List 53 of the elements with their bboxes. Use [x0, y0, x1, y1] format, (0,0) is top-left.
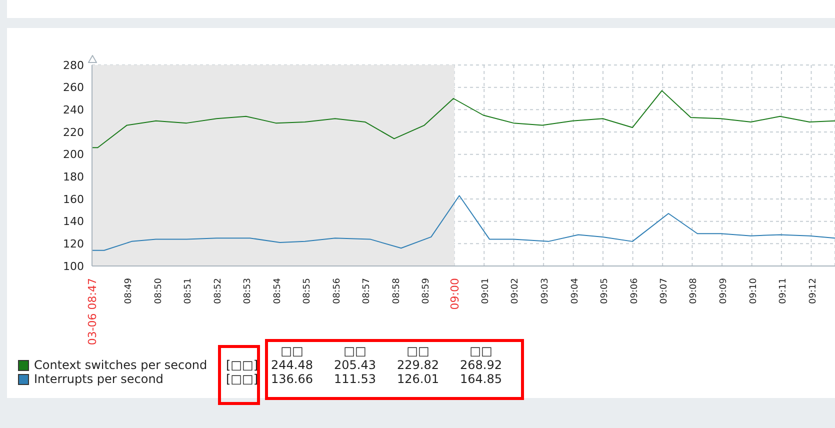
y-tick-label: 160: [63, 192, 84, 206]
x-tick-label: 09:10: [748, 278, 759, 304]
x-tick-label: 09:06: [630, 278, 640, 304]
line-series: [92, 195, 835, 251]
x-tick-label: 09:02: [510, 278, 521, 304]
legend-label: Context switches per second: [34, 358, 208, 372]
y-tick-label: 100: [63, 260, 84, 273]
text: 205.43: [333, 358, 377, 372]
y-tick-label: 120: [63, 238, 84, 251]
x-tick-label: 08:54: [272, 278, 283, 304]
text: 126.01: [396, 372, 440, 386]
text: □□: [468, 344, 494, 358]
x-tick-label: 08:58: [392, 278, 402, 304]
legend-label: Interrupts per second: [34, 372, 164, 386]
x-tick-label: 08:50: [154, 278, 164, 304]
x-tick-label: 09:08: [689, 278, 700, 304]
x-tick-label: 09:01: [481, 278, 492, 304]
x-tick-label: 03-06 08:47: [86, 278, 99, 346]
x-tick-label: 09:09: [719, 278, 730, 304]
y-tick-label: 280: [63, 58, 84, 72]
x-tick-label: 09:12: [808, 278, 818, 304]
y-tick-label: 180: [63, 170, 84, 184]
x-tick-label: 08:53: [243, 278, 254, 304]
x-tick-label: 08:57: [362, 278, 372, 304]
text: [□□]: [226, 372, 258, 386]
x-tick-label: 08:59: [422, 278, 432, 304]
text: 229.82: [396, 358, 440, 372]
text: □□: [342, 344, 368, 358]
text: 136.66: [270, 372, 314, 386]
text: 111.53: [333, 372, 377, 386]
x-tick-label: 09:04: [570, 278, 580, 304]
x-tick-label: 09:00: [448, 278, 462, 310]
text: □□: [280, 344, 304, 358]
line-series: [92, 90, 835, 148]
y-tick-label: 220: [63, 126, 84, 139]
text: 244.48: [270, 358, 314, 372]
text: 268.92: [459, 358, 503, 372]
x-tick-label: 08:56: [332, 278, 342, 304]
x-tick-label: 09:11: [778, 278, 788, 304]
x-tick-label: 09:07: [660, 278, 670, 304]
x-tick-label: 09:05: [600, 278, 610, 304]
text: [□□]: [226, 358, 258, 372]
x-tick-label: 09:03: [540, 278, 551, 304]
text: □□: [406, 344, 430, 358]
text: 164.85: [459, 372, 503, 386]
y-tick-label: 200: [63, 148, 84, 162]
x-tick-label: 08:49: [124, 278, 134, 304]
y-tick-label: 140: [63, 215, 84, 228]
x-tick-label: 08:55: [302, 278, 313, 304]
y-tick-label: 260: [63, 81, 84, 94]
x-tick-label: 08:51: [184, 278, 194, 304]
y-tick-label: 240: [63, 104, 84, 117]
x-tick-label: 08:52: [213, 278, 224, 304]
